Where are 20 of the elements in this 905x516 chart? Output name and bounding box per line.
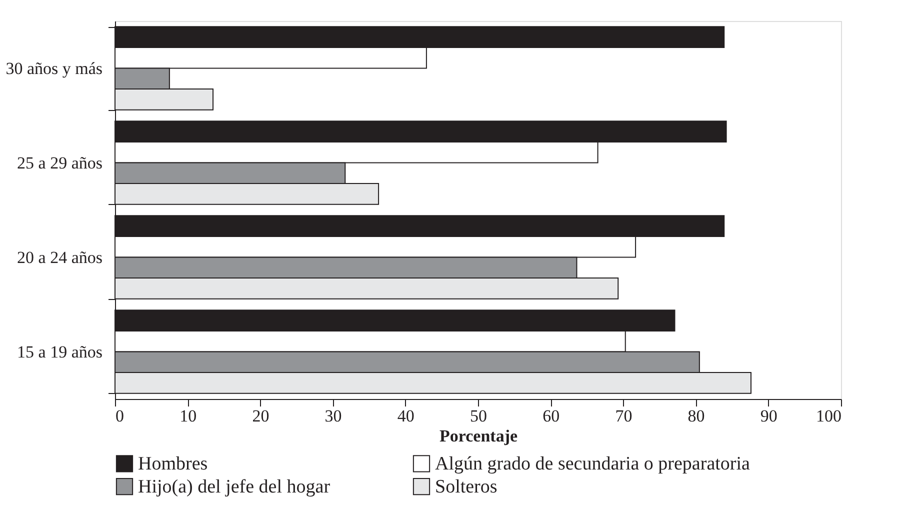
x-tick-label: 10 (180, 406, 197, 426)
x-tick-label: 60 (542, 406, 560, 426)
y-tick-label: 15 a 19 años (17, 342, 102, 362)
y-tick-label: 25 a 29 años (17, 153, 102, 172)
x-tick-label: 20 (252, 406, 270, 426)
legend-label: Algún grado de secundaria o preparatoria (435, 454, 751, 475)
x-tick-label: 0 (116, 406, 124, 426)
legend-label: Hijo(a) del jefe del hogar (138, 476, 331, 498)
x-tick-label: 30 (324, 406, 342, 426)
legend-label: Hombres (138, 454, 208, 475)
legend-label: Solteros (435, 476, 498, 498)
y-tick-label: 20 a 24 años (17, 248, 102, 267)
x-tick-label: 70 (615, 406, 632, 426)
x-tick-label: 80 (688, 406, 705, 426)
x-axis-title: Porcentaje (439, 426, 518, 446)
x-tick-label: 90 (760, 406, 778, 426)
x-tick-label: 100 (816, 406, 842, 426)
x-tick-label: 40 (397, 406, 414, 426)
x-tick-label: 50 (470, 406, 487, 426)
y-tick-label: 30 años y más (6, 58, 102, 78)
